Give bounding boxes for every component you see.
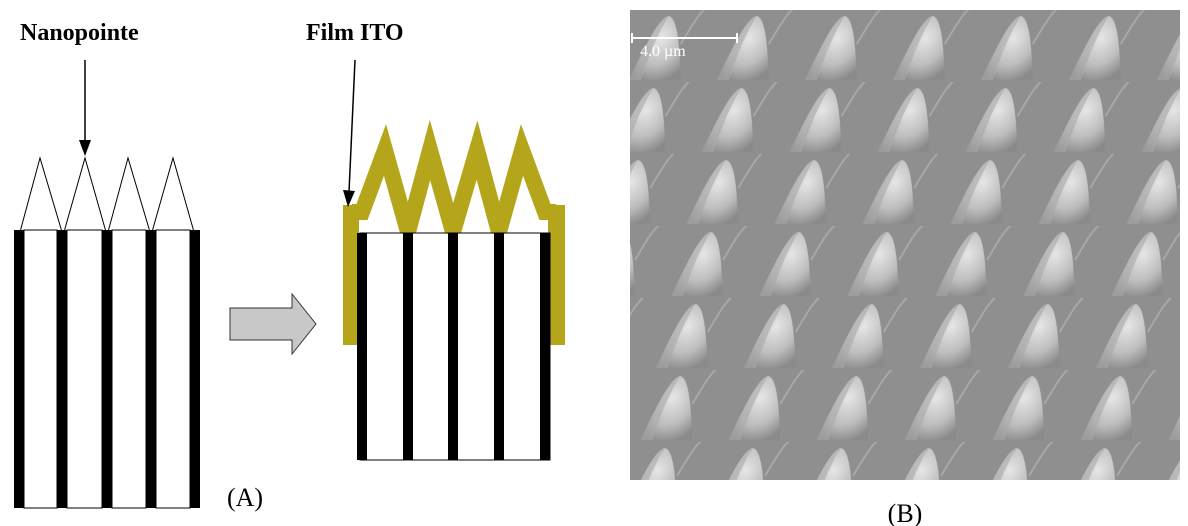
pointer-arrow <box>79 60 91 156</box>
sem-image <box>630 10 1180 480</box>
scale-bar-label: 4.0 µm <box>640 43 686 60</box>
panel-a-caption: (A) <box>227 483 263 512</box>
panel-b-caption: (B) <box>888 499 923 526</box>
figure: Nanopointe Film ITO (A) 4.0 µm (B) <box>0 0 1188 526</box>
process-arrow <box>230 294 316 354</box>
coated-array-body <box>357 233 550 460</box>
nanotip-label: Nanopointe <box>20 20 139 46</box>
pointer-arrow <box>343 60 355 207</box>
ito-film-label: Film ITO <box>306 20 404 46</box>
